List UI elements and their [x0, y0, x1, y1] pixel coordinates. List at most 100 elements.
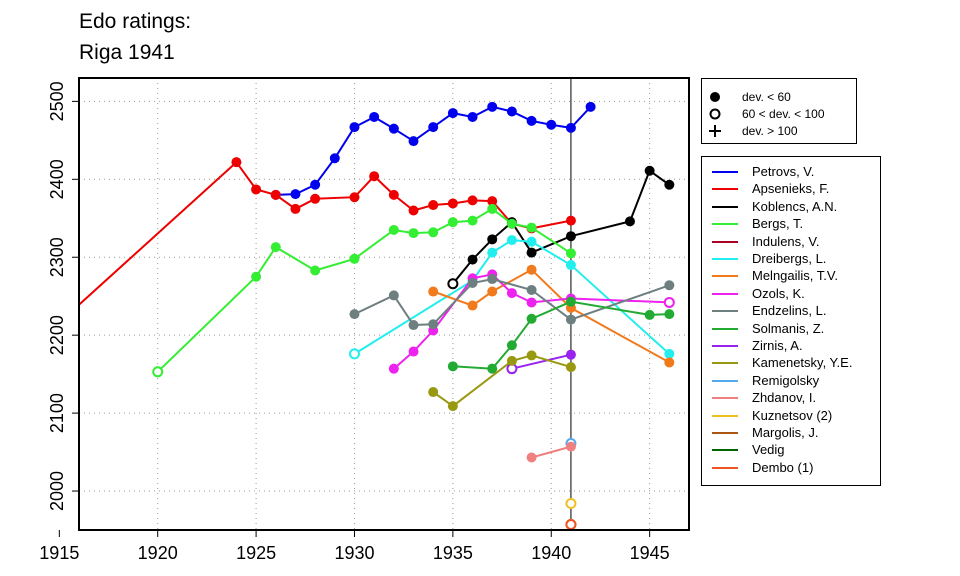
series-11 [428, 350, 576, 412]
x-tick-label-5: 1940 [531, 543, 571, 563]
data-point-9-1 [487, 363, 498, 374]
data-point-1-11 [447, 198, 458, 209]
legend-swatch [712, 240, 738, 243]
data-point-1-16 [565, 215, 576, 226]
y-tick-label-3: 2300 [47, 237, 67, 277]
series-layer [78, 101, 675, 531]
data-point-9-5 [644, 309, 655, 320]
data-point-11-3 [526, 350, 537, 361]
data-point-1-1 [231, 157, 242, 168]
chart-plot: 1915 1920 1925 1930 1935 1940 1945 2000 2100 2200… [39, 77, 690, 563]
data-point-7-8 [663, 296, 675, 308]
series-17 [565, 519, 577, 531]
y-tick-label-5: 2500 [47, 81, 67, 121]
data-point-3-10 [487, 203, 498, 214]
legend-item: Koblencs, A.N. [702, 198, 878, 215]
data-point-6-5 [664, 357, 675, 368]
deviation-legend-item: dev. < 60 [702, 89, 852, 105]
deviation-legend: dev. < 60 60 < dev. < 100 dev. > 100 [701, 78, 857, 144]
series-2 [447, 165, 675, 290]
data-point-2-0 [447, 278, 459, 290]
data-point-0-6 [388, 123, 399, 134]
legend-swatch [712, 449, 738, 452]
data-point-0-3 [329, 153, 340, 164]
data-point-11-2 [506, 355, 517, 366]
series-legend: Petrovs, V. Apsenieks, F. Koblencs, A.N. Be… [701, 156, 881, 486]
legend-item: Indulens, V. [702, 233, 878, 250]
data-point-0-2 [310, 179, 321, 190]
data-point-8-5 [487, 274, 498, 285]
legend-item: Ozols, K. [702, 285, 878, 302]
series-6 [428, 264, 675, 368]
data-point-1-9 [408, 205, 419, 216]
data-point-14-0 [565, 498, 577, 510]
data-point-5-0 [348, 348, 360, 360]
legend-label: Margolis, J. [752, 425, 819, 440]
legend-item: Apsenieks, F. [702, 180, 878, 197]
plot-border [78, 77, 690, 531]
grid-layer [79, 78, 689, 530]
legend-swatch [712, 310, 738, 313]
legend-label: Dembo (1) [752, 459, 814, 475]
series-3 [152, 203, 576, 378]
data-point-8-0 [349, 309, 360, 320]
data-point-0-4 [349, 122, 360, 133]
data-point-0-12 [506, 106, 517, 117]
data-point-5-2 [487, 247, 498, 258]
legend-swatch [712, 171, 738, 173]
chart-title-line-2: Riga 1941 [79, 41, 175, 64]
data-point-1-5 [310, 193, 321, 204]
legend-item: Dembo (1) [702, 459, 878, 476]
data-point-1-7 [369, 171, 380, 182]
data-point-8-2 [408, 320, 419, 331]
data-point-0-10 [467, 111, 478, 122]
x-tick-label-2: 1925 [236, 543, 276, 563]
legend-swatch [712, 188, 738, 191]
x-tick-label-0: 1915 [39, 543, 79, 563]
data-point-3-3 [310, 265, 321, 276]
deviation-legend-item: dev. > 100 [702, 123, 852, 139]
x-tick-label-1: 1920 [138, 543, 178, 563]
data-point-9-4 [565, 296, 576, 307]
data-point-1-13 [487, 196, 498, 207]
series-9 [447, 296, 675, 374]
data-point-0-13 [526, 115, 537, 126]
data-point-8-3 [428, 319, 439, 330]
y-tick-label-1: 2100 [47, 393, 67, 433]
data-point-6-0 [428, 286, 439, 297]
data-point-8-8 [664, 280, 675, 291]
open-circle-icon [709, 108, 721, 120]
data-point-3-13 [565, 248, 576, 259]
data-point-11-4 [565, 362, 576, 373]
deviation-legend-label: 60 < dev. < 100 [742, 107, 825, 121]
data-point-8-1 [388, 290, 399, 301]
x-tick-label-4: 1935 [433, 543, 473, 563]
data-point-1-4 [290, 203, 301, 214]
data-point-5-6 [664, 348, 675, 359]
data-point-0-1 [290, 189, 301, 200]
data-point-11-1 [447, 401, 458, 412]
series-line-1 [78, 160, 572, 306]
data-point-5-5 [565, 260, 576, 271]
data-point-9-3 [526, 313, 537, 324]
data-point-7-1 [408, 346, 419, 357]
y-tick-label-2: 2200 [47, 315, 67, 355]
legend-label: Remigolsky [752, 372, 820, 388]
data-point-1-2 [251, 184, 262, 195]
legend-swatch [712, 362, 738, 365]
data-point-1-8 [388, 189, 399, 200]
data-point-7-0 [388, 363, 399, 374]
legend-swatch [712, 397, 738, 400]
data-point-10-1 [565, 349, 576, 360]
data-point-0-16 [585, 101, 596, 112]
series-line-6 [432, 268, 670, 364]
data-point-0-5 [369, 111, 380, 122]
legend-label: Bergs, T. [752, 216, 804, 232]
legend-item: Zirnis, A. [702, 337, 878, 354]
legend-label: Dreibergs, L. [752, 251, 827, 266]
filled-circle-icon [710, 92, 720, 102]
legend-swatch [712, 414, 738, 417]
data-point-7-6 [526, 297, 537, 308]
y-tick-label-4: 2400 [47, 159, 67, 199]
data-point-7-5 [506, 288, 517, 299]
